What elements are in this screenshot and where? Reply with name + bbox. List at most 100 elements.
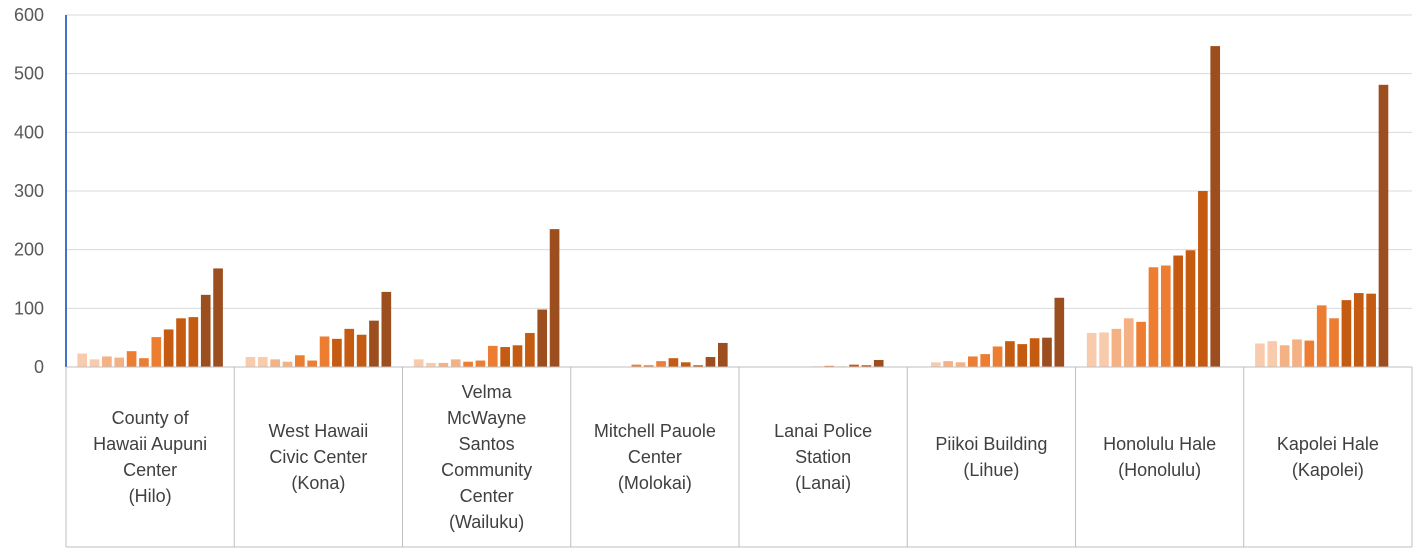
bar [943,361,953,367]
bar [643,365,654,367]
category-label-line: Station [795,447,851,467]
bar [1136,321,1146,367]
bar [295,355,305,367]
bar [1366,293,1376,367]
bar [549,229,560,367]
category-label-line: (Honolulu) [1118,460,1201,480]
bar [1099,332,1109,367]
category-label-line: West Hawaii [269,421,369,441]
bar [1160,265,1171,367]
bar [332,338,342,367]
bar [873,359,884,367]
bar [1005,341,1015,367]
category-label-line: Community [441,460,532,480]
bar [413,359,424,367]
bar [1353,293,1364,367]
category-labels: County of Hawaii Aupuni Center (Hilo) West H… [93,382,1379,532]
bar [1111,328,1122,367]
category-label-line: (Lihue) [963,460,1019,480]
bar [344,328,355,367]
y-axis-ticks: 0 100 200 300 400 500 600 [14,5,44,377]
bar [1198,191,1208,367]
bar [631,364,642,367]
category-label-line: Lanai Police [774,421,872,441]
category-label-line: County of [112,408,190,428]
category-label: Piikoi Building (Lihue) [935,434,1047,480]
bar [980,354,991,367]
bar [438,362,449,367]
category-label-line: Santos [459,434,515,454]
bar [1292,339,1302,367]
bar [718,342,728,367]
category-label-line: Piikoi Building [935,434,1047,454]
bar [475,360,486,367]
bar [151,337,162,367]
bar [824,365,835,367]
category-label-line: (Hilo) [129,486,172,506]
bar [861,365,872,367]
bar [282,361,293,367]
y-tick-label: 300 [14,181,44,201]
category-label: West Hawaii Civic Center (Kona) [269,421,369,493]
category-label: Honolulu Hale (Honolulu) [1103,434,1216,480]
bar [1029,338,1040,367]
y-tick-label: 200 [14,240,44,260]
bar [500,347,510,367]
bar [487,345,498,367]
category-label: Lanai Police Station (Lanai) [774,421,872,493]
category-label: Mitchell Pauole Center (Molokai) [594,421,716,493]
category-label-line: (Molokai) [618,473,692,493]
bar [1341,300,1352,367]
category-label-line: Hawaii Aupuni [93,434,207,454]
bar [955,362,966,367]
category-label-line: (Kona) [291,473,345,493]
category-label-line: Center [123,460,177,480]
bar [1086,332,1097,367]
bar [705,357,716,367]
bar [656,361,666,367]
bars [77,46,1389,368]
bar [525,332,535,367]
bar [992,346,1003,367]
axes [65,15,1413,548]
bar [1267,341,1278,367]
bar [426,362,436,367]
category-label-line: Kapolei Hale [1277,434,1379,454]
y-tick-label: 500 [14,64,44,84]
bar [257,357,268,367]
bar [200,294,211,367]
category-label-line: Center [628,447,682,467]
category-label: County of Hawaii Aupuni Center (Hilo) [93,408,207,506]
bar [188,317,199,367]
bar [1378,84,1389,367]
category-label-line: McWayne [447,408,526,428]
category-label-line: Mitchell Pauole [594,421,716,441]
bar [270,359,280,367]
category-label-line: Velma [462,382,513,402]
bar [319,336,330,367]
gridlines [66,14,1412,309]
bar [381,291,392,367]
bar [1329,318,1339,367]
bar [126,351,137,367]
y-tick-label: 600 [14,5,44,25]
bar [356,334,367,367]
category-label-line: (Lanai) [795,473,851,493]
bar [102,356,112,367]
y-tick-label: 100 [14,298,44,318]
bar [1304,340,1315,367]
bar [1173,255,1183,367]
bar [1279,345,1290,367]
bar [680,362,691,367]
bar [163,329,174,367]
bar [1042,337,1052,367]
category-label-line: Civic Center [269,447,367,467]
bar [176,318,186,367]
bar [369,320,379,367]
bar [1316,305,1327,367]
category-label: Velma McWayne Santos Community Center (Wailuk… [441,382,532,532]
bar [213,268,223,367]
y-tick-label: 400 [14,122,44,142]
category-label-line: Center [460,486,514,506]
